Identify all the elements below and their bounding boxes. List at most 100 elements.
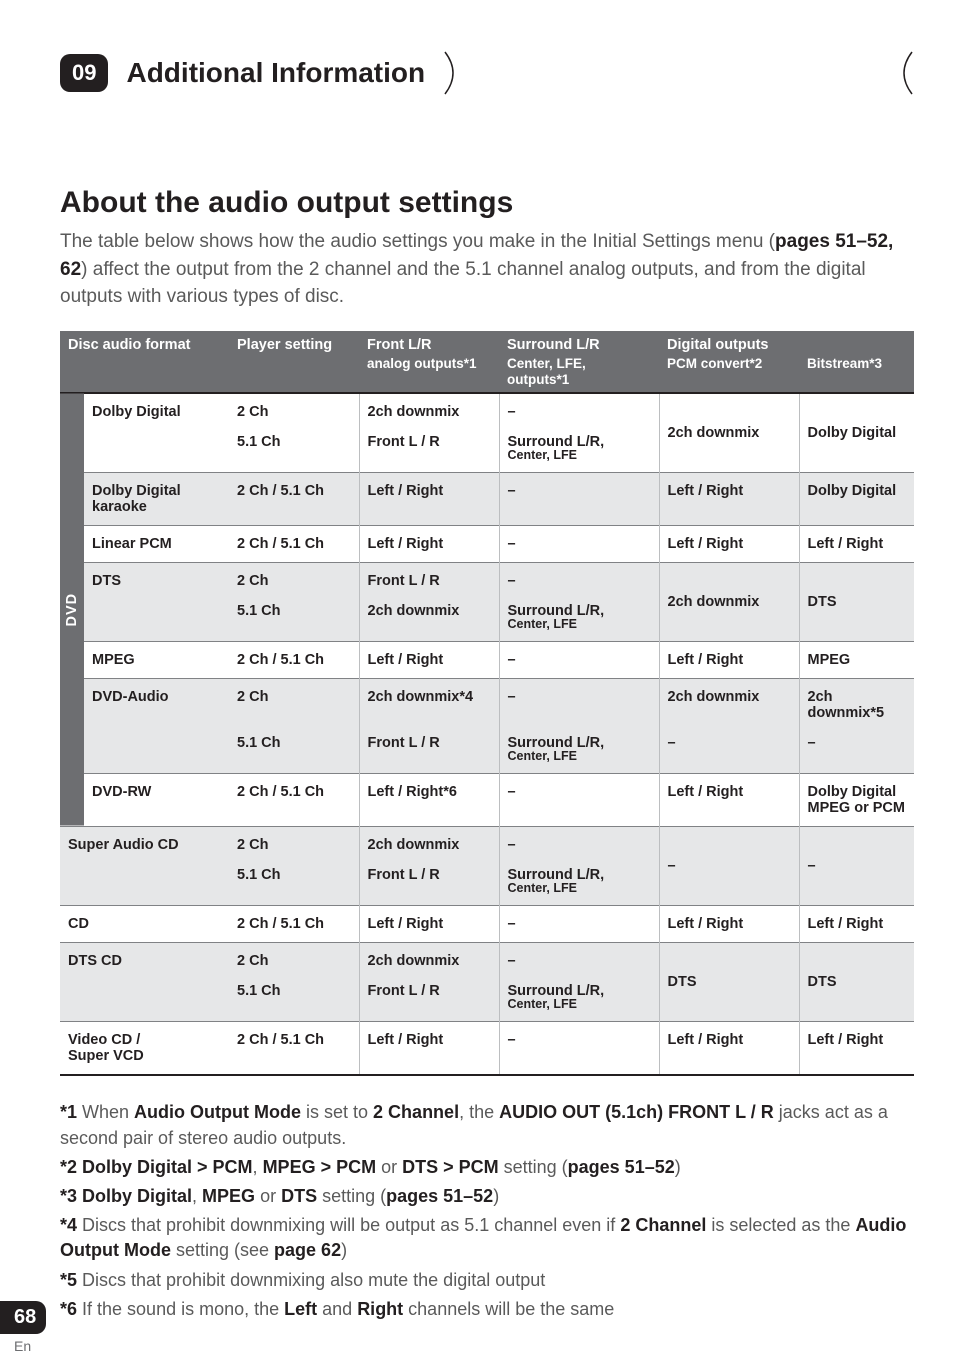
cell-format: DVD-RW xyxy=(84,774,229,827)
header-bracket xyxy=(443,50,914,96)
cell-front: Front L / R xyxy=(359,430,499,473)
cell-surround: – xyxy=(499,679,659,732)
cell-format: Video CD /Super VCD xyxy=(60,1022,229,1076)
table-row: Linear PCM 2 Ch / 5.1 Ch Left / Right – … xyxy=(60,526,914,563)
th-front-sub: analog outputs*1 xyxy=(367,356,491,372)
cell-pcm: Left / Right xyxy=(659,774,799,827)
cell-bit: MPEG xyxy=(799,642,914,679)
cell-player: 5.1 Ch xyxy=(229,430,359,473)
cell-surround: Surround L/R,Center, LFE xyxy=(499,599,659,642)
cell-front: Front L / R xyxy=(359,979,499,1022)
table-row: Dolby Digitalkaraoke 2 Ch / 5.1 Ch Left … xyxy=(60,473,914,526)
cell-player: 2 Ch xyxy=(229,827,359,864)
cell-bit: DTS xyxy=(799,943,914,1022)
cell-surround: – xyxy=(499,393,659,430)
cell-surround: – xyxy=(499,827,659,864)
cell-format: Dolby Digital xyxy=(84,393,229,473)
table-row: DTS 2 Ch Front L / R – 2ch downmix DTS xyxy=(60,563,914,600)
cell-front: Left / Right*6 xyxy=(359,774,499,827)
cell-front: Front L / R xyxy=(359,563,499,600)
cell-surround: Surround L/R,Center, LFE xyxy=(499,731,659,774)
cell-bit: Left / Right xyxy=(799,526,914,563)
cell-format: MPEG xyxy=(84,642,229,679)
cell-front: Front L / R xyxy=(359,731,499,774)
cell-bit: – xyxy=(799,731,914,774)
footnote-4: *4 Discs that prohibit downmixing will b… xyxy=(60,1213,914,1263)
bracket-open-icon xyxy=(892,50,914,96)
cell-player: 2 Ch / 5.1 Ch xyxy=(229,642,359,679)
cell-bit: Dolby Digital xyxy=(799,473,914,526)
th-front-label: Front L/R xyxy=(367,337,431,353)
cell-pcm: Left / Right xyxy=(659,1022,799,1076)
cell-pcm: Left / Right xyxy=(659,642,799,679)
table-row: DVD-RW 2 Ch / 5.1 Ch Left / Right*6 – Le… xyxy=(60,774,914,827)
table-row: DTS CD 2 Ch 2ch downmix – DTS DTS xyxy=(60,943,914,980)
cell-pcm: 2ch downmix xyxy=(659,393,799,473)
footnotes: *1 When Audio Output Mode is set to 2 Ch… xyxy=(60,1100,914,1322)
cell-player: 5.1 Ch xyxy=(229,979,359,1022)
th-digital-label: Digital outputs xyxy=(667,337,769,353)
cell-front: 2ch downmix xyxy=(359,827,499,864)
table-head: Disc audio format Player setting Front L… xyxy=(60,331,914,394)
chapter-title: Additional Information xyxy=(126,57,425,89)
cell-bit: Left / Right xyxy=(799,906,914,943)
bracket-close-icon xyxy=(443,50,465,96)
table-row: MPEG 2 Ch / 5.1 Ch Left / Right – Left /… xyxy=(60,642,914,679)
table-row: DVD-Audio 2 Ch 2ch downmix*4 – 2ch downm… xyxy=(60,679,914,732)
cell-pcm: 2ch downmix xyxy=(659,563,799,642)
intro-text: The table below shows how the audio sett… xyxy=(60,231,775,252)
audio-output-table: Disc audio format Player setting Front L… xyxy=(60,331,914,1077)
th-surround-sub: Center, LFE, outputs*1 xyxy=(507,356,651,388)
cell-player: 5.1 Ch xyxy=(229,731,359,774)
cell-surround: Surround L/R,Center, LFE xyxy=(499,430,659,473)
dvd-sidebar: DVD xyxy=(60,393,84,827)
cell-player: 2 Ch xyxy=(229,943,359,980)
th-player: Player setting xyxy=(229,331,359,394)
cell-surround: – xyxy=(499,1022,659,1076)
section-title: About the audio output settings xyxy=(60,186,914,220)
cell-bit: 2ch downmix*5 xyxy=(799,679,914,732)
table-row: Video CD /Super VCD 2 Ch / 5.1 Ch Left /… xyxy=(60,1022,914,1076)
cell-player: 5.1 Ch xyxy=(229,863,359,906)
cell-player: 5.1 Ch xyxy=(229,599,359,642)
intro-paragraph: The table below shows how the audio sett… xyxy=(60,228,914,311)
cell-front: 2ch downmix xyxy=(359,393,499,430)
table-body: DVD Dolby Digital 2 Ch 2ch downmix – 2ch… xyxy=(60,393,914,1075)
footnote-6: *6 If the sound is mono, the Left and Ri… xyxy=(60,1297,914,1322)
th-pcm-sub: PCM convert*2 xyxy=(667,356,791,372)
cell-format: DVD-Audio xyxy=(84,679,229,774)
footnote-5: *5 Discs that prohibit downmixing also m… xyxy=(60,1268,914,1293)
cell-pcm: – xyxy=(659,827,799,906)
cell-format: Linear PCM xyxy=(84,526,229,563)
cell-front: Left / Right xyxy=(359,1022,499,1076)
cell-surround: – xyxy=(499,473,659,526)
bracket-line-icon xyxy=(477,50,880,96)
th-surround: Surround L/R Center, LFE, outputs*1 xyxy=(499,331,659,394)
th-surround-label: Surround L/R xyxy=(507,337,600,353)
footnote-3: *3 Dolby Digital, MPEG or DTS setting (p… xyxy=(60,1184,914,1209)
cell-surround: Surround L/R,Center, LFE xyxy=(499,863,659,906)
cell-front: Left / Right xyxy=(359,473,499,526)
cell-pcm: 2ch downmix xyxy=(659,679,799,732)
th-format: Disc audio format xyxy=(60,331,229,394)
cell-front: Left / Right xyxy=(359,906,499,943)
cell-player: 2 Ch / 5.1 Ch xyxy=(229,906,359,943)
cell-surround: – xyxy=(499,906,659,943)
intro-text: ) affect the output from the 2 channel a… xyxy=(60,259,866,308)
page: 09 Additional Information About the audi… xyxy=(0,0,954,1356)
cell-bit: Dolby DigitalMPEG or PCM xyxy=(799,774,914,827)
cell-surround: – xyxy=(499,642,659,679)
cell-front: Front L / R xyxy=(359,863,499,906)
cell-front: 2ch downmix xyxy=(359,943,499,980)
cell-bit: DTS xyxy=(799,563,914,642)
cell-player: 2 Ch / 5.1 Ch xyxy=(229,526,359,563)
cell-pcm: Left / Right xyxy=(659,906,799,943)
th-bitstream: Bitstream*3 xyxy=(799,331,914,394)
cell-bit: – xyxy=(799,827,914,906)
cell-format: DTS CD xyxy=(60,943,229,1022)
cell-front: Left / Right xyxy=(359,642,499,679)
cell-surround: – xyxy=(499,526,659,563)
footnote-2: *2 Dolby Digital > PCM, MPEG > PCM or DT… xyxy=(60,1155,914,1180)
cell-pcm: DTS xyxy=(659,943,799,1022)
cell-pcm: Left / Right xyxy=(659,526,799,563)
